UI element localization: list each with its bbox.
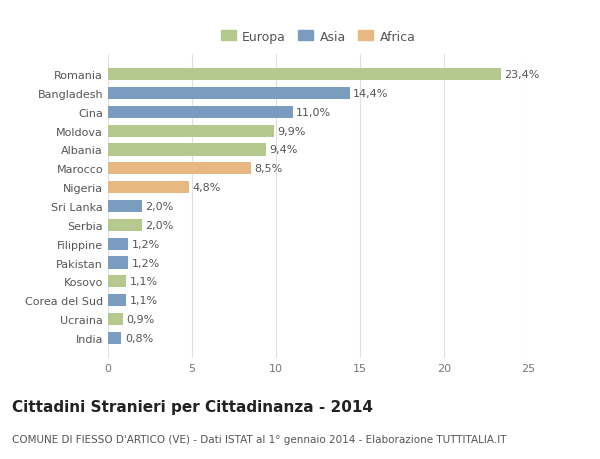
Bar	[108, 257, 128, 269]
Text: 1,2%: 1,2%	[131, 239, 160, 249]
Bar	[108, 163, 251, 175]
Bar	[108, 313, 123, 325]
Text: 11,0%: 11,0%	[296, 107, 331, 118]
Bar	[108, 219, 142, 231]
Text: COMUNE DI FIESSO D'ARTICO (VE) - Dati ISTAT al 1° gennaio 2014 - Elaborazione TU: COMUNE DI FIESSO D'ARTICO (VE) - Dati IS…	[12, 434, 506, 444]
Text: 2,0%: 2,0%	[145, 220, 173, 230]
Text: 9,4%: 9,4%	[269, 145, 298, 155]
Text: 1,2%: 1,2%	[131, 258, 160, 268]
Bar	[108, 238, 128, 250]
Text: 14,4%: 14,4%	[353, 89, 389, 99]
Bar	[108, 144, 266, 156]
Text: 1,1%: 1,1%	[130, 277, 158, 287]
Text: 4,8%: 4,8%	[192, 183, 220, 193]
Text: 1,1%: 1,1%	[130, 296, 158, 306]
Text: 9,9%: 9,9%	[278, 126, 306, 136]
Text: Cittadini Stranieri per Cittadinanza - 2014: Cittadini Stranieri per Cittadinanza - 2…	[12, 399, 373, 414]
Bar	[108, 106, 293, 119]
Text: 0,8%: 0,8%	[125, 333, 153, 343]
Bar	[108, 332, 121, 344]
Bar	[108, 276, 127, 288]
Text: 8,5%: 8,5%	[254, 164, 283, 174]
Text: 23,4%: 23,4%	[505, 70, 540, 80]
Legend: Europa, Asia, Africa: Europa, Asia, Africa	[218, 28, 418, 46]
Text: 2,0%: 2,0%	[145, 202, 173, 212]
Bar	[108, 125, 274, 137]
Bar	[108, 88, 350, 100]
Bar	[108, 182, 188, 194]
Bar	[108, 294, 127, 307]
Bar	[108, 69, 501, 81]
Text: 0,9%: 0,9%	[127, 314, 155, 325]
Bar	[108, 201, 142, 213]
